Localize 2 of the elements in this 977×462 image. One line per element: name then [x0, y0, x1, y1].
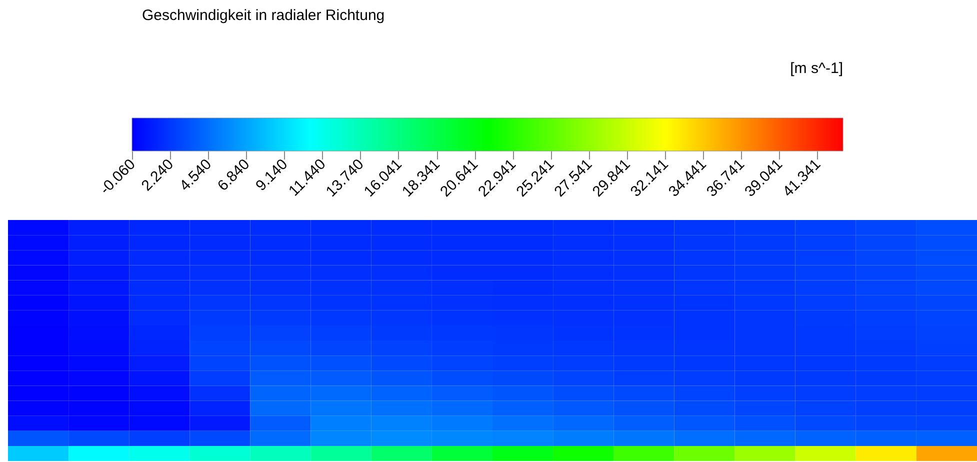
color-bar-title: [m s^-1] — [790, 60, 843, 77]
chart-title: Geschwindigkeit in radialer Richtung — [142, 7, 385, 24]
